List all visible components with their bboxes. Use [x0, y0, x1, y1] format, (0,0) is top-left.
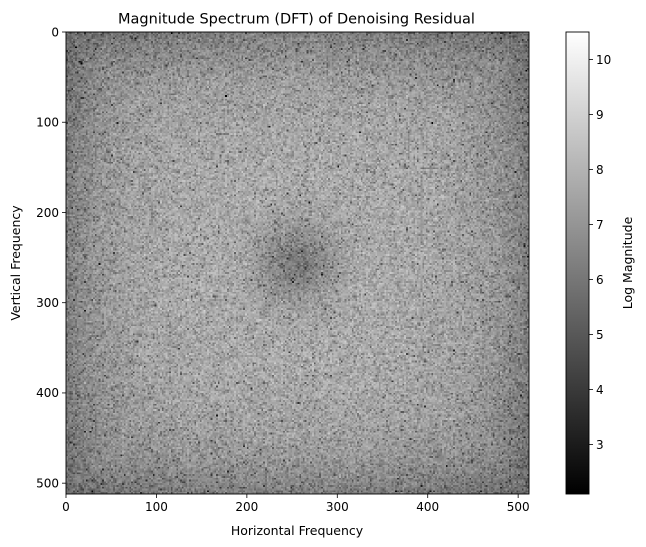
- x-tick-label: 200: [235, 500, 258, 514]
- colorbar-tick-label: 10: [596, 53, 611, 67]
- y-tick-label: 200: [36, 206, 59, 220]
- colorbar-label: Log Magnitude: [620, 216, 635, 309]
- heatmap-plot-area: [65, 31, 530, 495]
- colorbar-gradient: [565, 31, 590, 495]
- colorbar: 3 4 5 6 7 8 9 10 Log Magnitude: [565, 31, 635, 495]
- colorbar-tick-label: 5: [596, 328, 604, 342]
- x-axis: 0 100 200 300 400 500: [62, 494, 530, 514]
- spectrum-image: [66, 32, 529, 494]
- y-tick-label: 300: [36, 296, 59, 310]
- x-axis-label: Horizontal Frequency: [231, 523, 364, 538]
- colorbar-ticks: 3 4 5 6 7 8 9 10: [589, 53, 611, 452]
- colorbar-tick-label: 9: [596, 108, 604, 122]
- colorbar-tick-label: 8: [596, 163, 604, 177]
- y-axis-label: Vertical Frequency: [8, 205, 23, 321]
- chart-title: Magnitude Spectrum (DFT) of Denoising Re…: [118, 12, 475, 28]
- colorbar-tick-label: 4: [596, 383, 604, 397]
- y-tick-label: 500: [36, 476, 59, 490]
- y-tick-label: 100: [36, 116, 59, 130]
- colorbar-tick-label: 7: [596, 218, 604, 232]
- y-axis: 0 100 200 300 400 500: [36, 25, 66, 490]
- x-tick-label: 0: [62, 500, 70, 514]
- x-tick-label: 500: [507, 500, 530, 514]
- colorbar-tick-label: 6: [596, 273, 604, 287]
- x-tick-label: 100: [145, 500, 168, 514]
- y-tick-label: 400: [36, 386, 59, 400]
- plot-frame: [65, 31, 530, 495]
- y-tick-label: 0: [51, 25, 59, 39]
- x-tick-label: 400: [416, 500, 439, 514]
- colorbar-tick-label: 3: [596, 438, 604, 452]
- x-tick-label: 300: [326, 500, 349, 514]
